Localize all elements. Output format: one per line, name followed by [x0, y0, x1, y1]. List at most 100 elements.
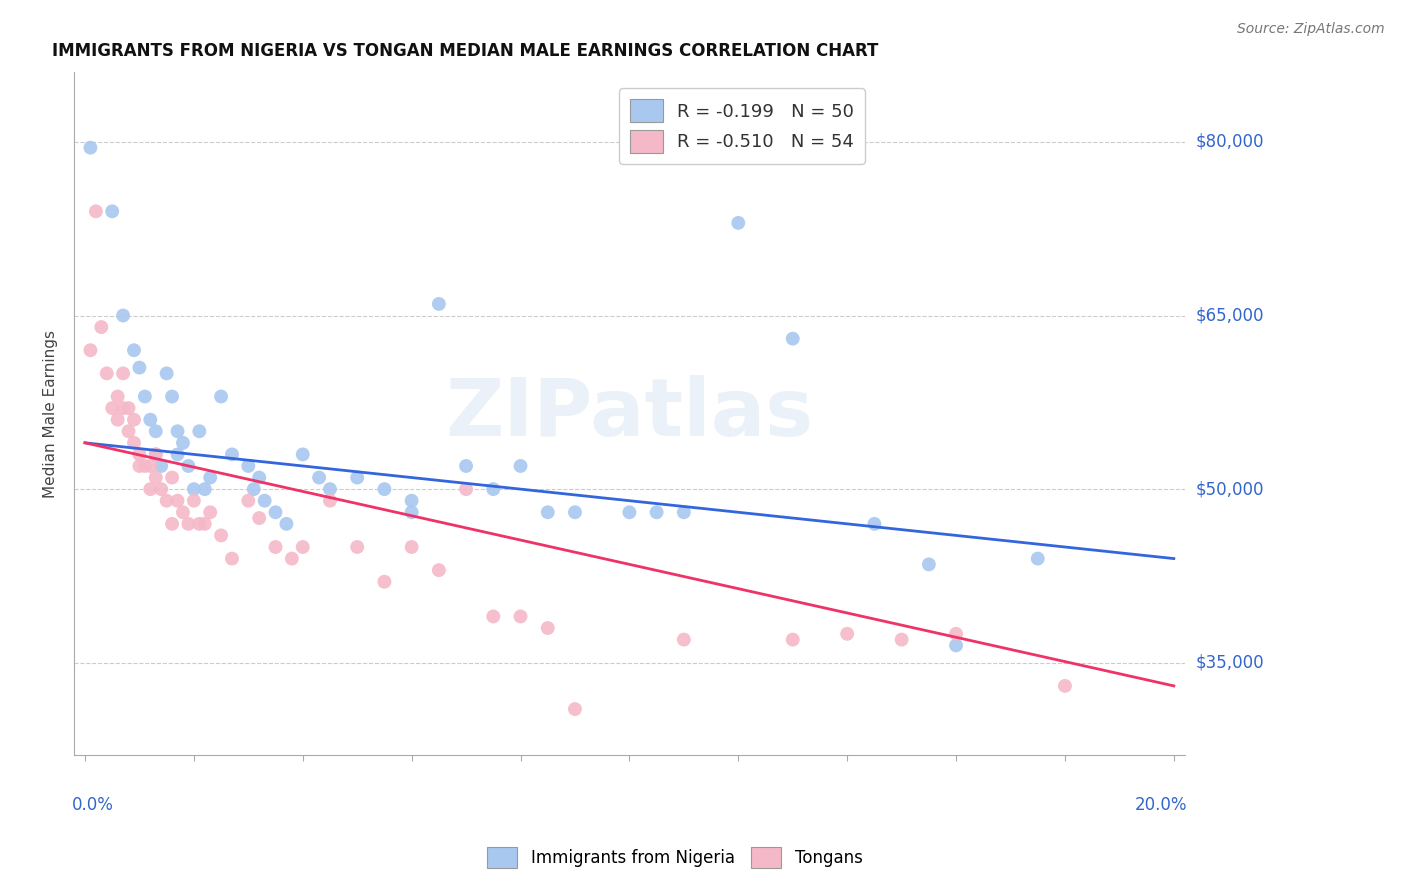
Text: Source: ZipAtlas.com: Source: ZipAtlas.com	[1237, 22, 1385, 37]
Point	[166, 493, 188, 508]
Point	[101, 204, 124, 219]
Point	[264, 540, 287, 554]
Point	[945, 639, 967, 653]
Point	[112, 401, 135, 416]
Point	[150, 482, 173, 496]
Point	[139, 482, 162, 496]
Point	[264, 505, 287, 519]
Point	[401, 493, 423, 508]
Point	[139, 412, 162, 426]
Point	[537, 621, 560, 635]
Point	[281, 551, 304, 566]
Point	[145, 470, 167, 484]
Point	[509, 609, 531, 624]
Point	[401, 505, 423, 519]
Point	[537, 505, 560, 519]
Point	[1026, 551, 1049, 566]
Point	[242, 482, 264, 496]
Point	[253, 493, 276, 508]
Point	[117, 424, 139, 438]
Legend: R = -0.199   N = 50, R = -0.510   N = 54: R = -0.199 N = 50, R = -0.510 N = 54	[619, 88, 865, 163]
Point	[945, 627, 967, 641]
Point	[112, 309, 135, 323]
Point	[107, 412, 129, 426]
Point	[672, 632, 695, 647]
Point	[373, 482, 395, 496]
Point	[727, 216, 749, 230]
Point	[139, 458, 162, 473]
Point	[172, 435, 194, 450]
Text: ZIPatlas: ZIPatlas	[446, 375, 814, 453]
Point	[160, 390, 183, 404]
Point	[346, 470, 368, 484]
Point	[145, 447, 167, 461]
Text: $50,000: $50,000	[1197, 480, 1264, 498]
Point	[427, 297, 450, 311]
Text: $35,000: $35,000	[1197, 654, 1264, 672]
Point	[645, 505, 668, 519]
Point	[101, 401, 124, 416]
Point	[782, 332, 804, 346]
Point	[134, 390, 156, 404]
Point	[837, 627, 859, 641]
Point	[166, 447, 188, 461]
Point	[221, 551, 243, 566]
Point	[183, 482, 205, 496]
Point	[401, 540, 423, 554]
Point	[166, 424, 188, 438]
Point	[128, 458, 150, 473]
Text: IMMIGRANTS FROM NIGERIA VS TONGAN MEDIAN MALE EARNINGS CORRELATION CHART: IMMIGRANTS FROM NIGERIA VS TONGAN MEDIAN…	[52, 42, 879, 60]
Point	[308, 470, 330, 484]
Point	[200, 470, 222, 484]
Point	[112, 367, 135, 381]
Point	[122, 435, 145, 450]
Point	[145, 447, 167, 461]
Text: $65,000: $65,000	[1197, 307, 1264, 325]
Point	[619, 505, 641, 519]
Point	[177, 516, 200, 531]
Point	[160, 470, 183, 484]
Point	[291, 447, 314, 461]
Point	[221, 447, 243, 461]
Point	[863, 516, 886, 531]
Point	[918, 558, 941, 572]
Point	[238, 458, 260, 473]
Point	[782, 632, 804, 647]
Text: 20.0%: 20.0%	[1135, 797, 1187, 814]
Point	[79, 343, 101, 358]
Point	[427, 563, 450, 577]
Point	[564, 702, 586, 716]
Point	[319, 482, 342, 496]
Point	[150, 458, 173, 473]
Point	[200, 505, 222, 519]
Point	[117, 401, 139, 416]
Point	[177, 458, 200, 473]
Point	[1053, 679, 1076, 693]
Point	[509, 458, 531, 473]
Text: $80,000: $80,000	[1197, 133, 1264, 151]
Point	[188, 516, 211, 531]
Legend: Immigrants from Nigeria, Tongans: Immigrants from Nigeria, Tongans	[481, 840, 869, 875]
Point	[319, 493, 342, 508]
Point	[238, 493, 260, 508]
Y-axis label: Median Male Earnings: Median Male Earnings	[44, 330, 58, 498]
Point	[482, 482, 505, 496]
Point	[188, 424, 211, 438]
Point	[79, 141, 101, 155]
Point	[564, 505, 586, 519]
Point	[172, 505, 194, 519]
Point	[145, 424, 167, 438]
Point	[454, 482, 477, 496]
Point	[156, 367, 179, 381]
Point	[276, 516, 298, 531]
Point	[454, 458, 477, 473]
Point	[247, 470, 270, 484]
Point	[194, 516, 217, 531]
Point	[672, 505, 695, 519]
Point	[128, 360, 150, 375]
Point	[122, 343, 145, 358]
Text: 0.0%: 0.0%	[72, 797, 114, 814]
Point	[134, 458, 156, 473]
Point	[84, 204, 107, 219]
Point	[209, 528, 232, 542]
